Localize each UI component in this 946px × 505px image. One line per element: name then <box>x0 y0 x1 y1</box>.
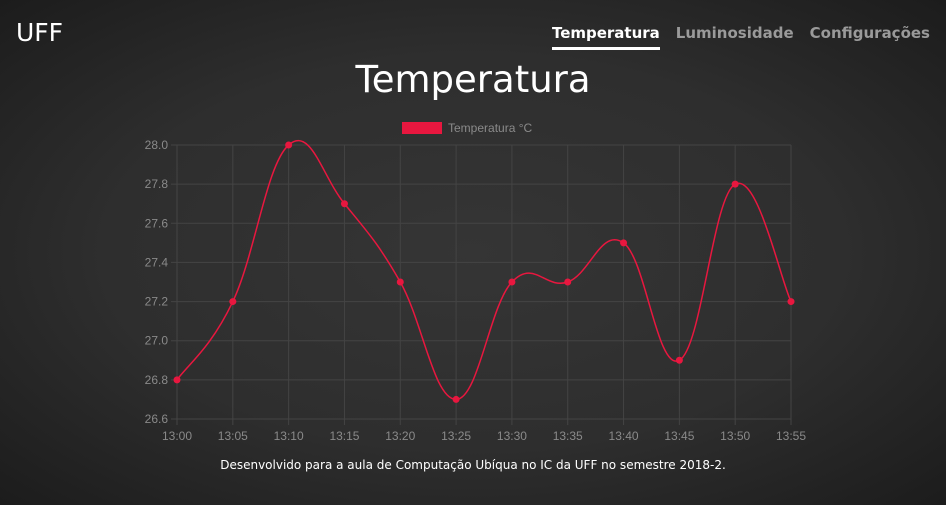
data-point[interactable] <box>229 298 237 306</box>
data-point[interactable] <box>285 141 293 149</box>
data-point[interactable] <box>787 298 795 306</box>
x-tick-label: 13:25 <box>441 429 471 443</box>
temperature-chart: 26.626.827.027.227.427.627.828.0 13:00 13… <box>145 121 807 443</box>
data-point[interactable] <box>620 239 628 247</box>
series-line-temperatura <box>176 140 792 401</box>
data-point[interactable] <box>452 395 460 403</box>
y-tick-label: 27.8 <box>145 177 169 191</box>
x-tick-label: 13:40 <box>609 429 639 443</box>
y-tick-label: 27.2 <box>145 295 169 309</box>
footer-text: Desenvolvido para a aula de Computação U… <box>220 458 726 472</box>
x-tick-label: 13:20 <box>385 429 415 443</box>
main-nav: Temperatura Luminosidade Configurações <box>551 24 930 50</box>
data-point[interactable] <box>396 278 404 286</box>
nav-tab-luminosidade[interactable]: Luminosidade <box>675 24 794 42</box>
data-point[interactable] <box>675 356 683 364</box>
data-point[interactable] <box>340 200 348 208</box>
brand-logo[interactable]: UFF <box>16 18 64 47</box>
y-tick-label: 27.4 <box>145 255 169 269</box>
legend-label: Temperatura °C <box>448 121 532 135</box>
x-axis-ticks: 13:00 13:05 13:10 13:15 13:20 13:25 13:30 13:35… <box>162 429 806 443</box>
data-point[interactable] <box>173 376 181 384</box>
y-tick-label: 26.8 <box>145 373 169 387</box>
data-point[interactable] <box>564 278 572 286</box>
y-tick-label: 26.6 <box>145 412 169 426</box>
page-title: Temperatura <box>355 58 591 101</box>
x-tick-label: 13:15 <box>329 429 359 443</box>
nav-tab-configuracoes[interactable]: Configurações <box>809 24 930 42</box>
legend-swatch <box>402 122 442 134</box>
x-tick-label: 13:00 <box>162 429 192 443</box>
y-tick-label: 27.0 <box>145 334 169 348</box>
data-point[interactable] <box>508 278 516 286</box>
series-points <box>173 141 795 403</box>
y-tick-label: 27.6 <box>145 216 169 230</box>
x-tick-label: 13:55 <box>776 429 806 443</box>
x-tick-label: 13:45 <box>664 429 694 443</box>
y-axis-ticks: 26.6 26.8 27.0 27.2 27.4 27.6 27.8 28.0 <box>145 138 169 426</box>
x-tick-label: 13:10 <box>274 429 304 443</box>
x-tick-label: 13:50 <box>720 429 750 443</box>
chart-grid <box>171 144 792 425</box>
x-tick-label: 13:35 <box>553 429 583 443</box>
nav-tab-temperatura[interactable]: Temperatura <box>551 24 660 50</box>
y-tick-label: 28.0 <box>145 138 169 152</box>
data-point[interactable] <box>731 180 739 188</box>
x-tick-label: 13:30 <box>497 429 527 443</box>
x-tick-label: 13:05 <box>218 429 248 443</box>
chart-legend[interactable]: Temperatura °C <box>402 121 532 135</box>
